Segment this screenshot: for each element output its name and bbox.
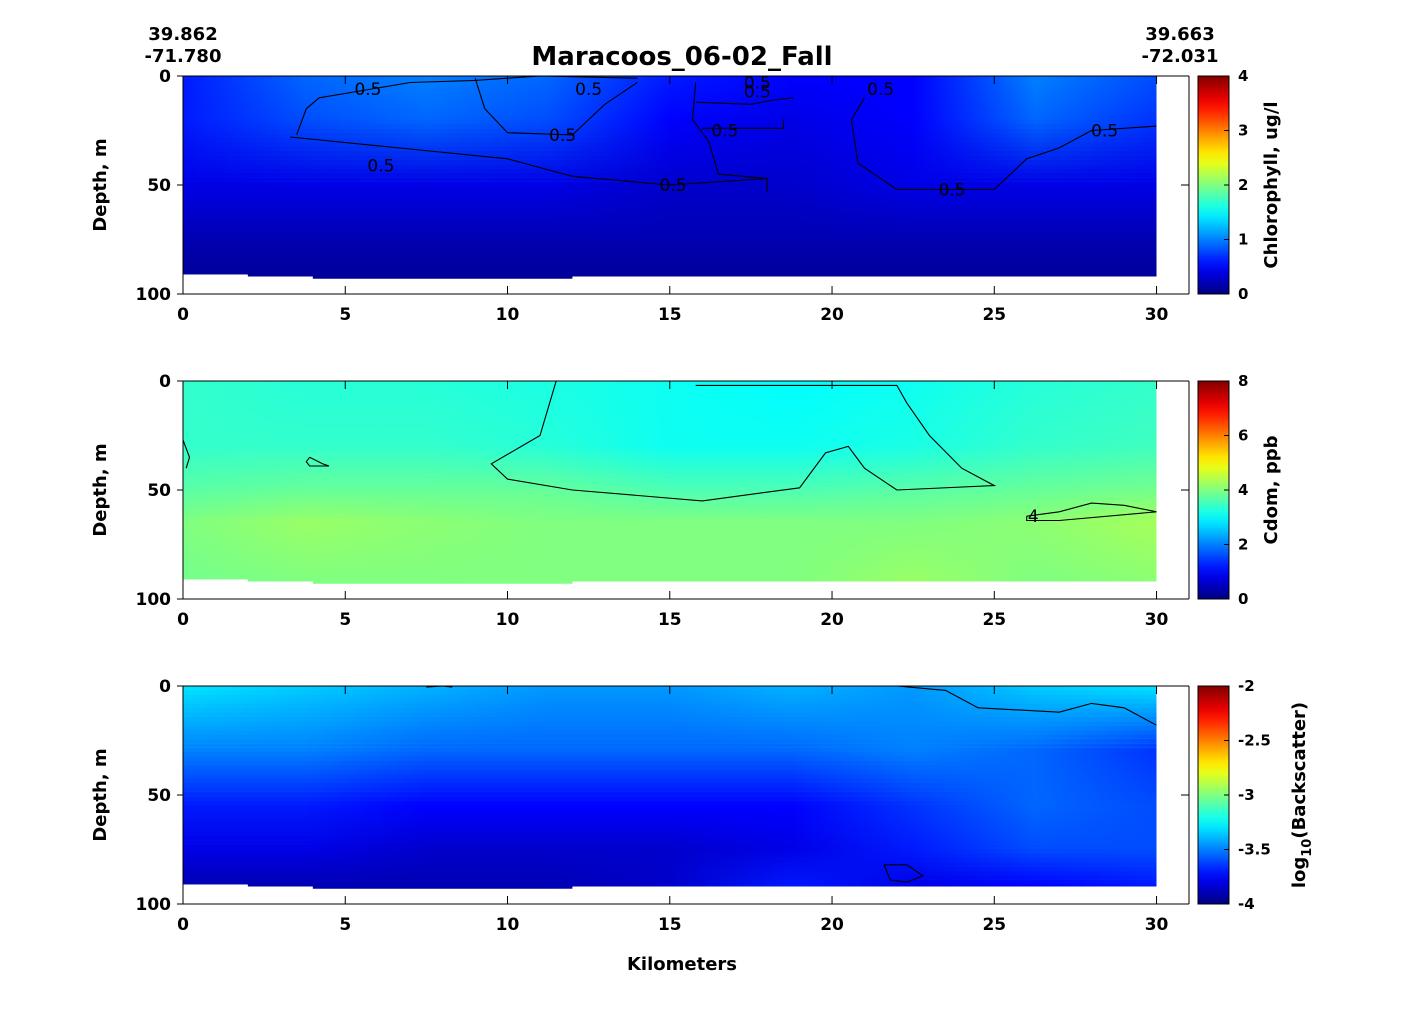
contour-label: 4	[1028, 507, 1039, 527]
colorbar	[1197, 380, 1230, 600]
cdom-field	[183, 381, 1157, 584]
end-longitude: -72.031	[1142, 46, 1219, 67]
panel-backscatter: 0 5 10 15 20 25 30 0 50 100 Depth, m -4 -3.5 -3 -2.5 -2…	[90, 677, 1315, 935]
colorbar-tick-label: 4	[1238, 481, 1248, 499]
contour-line	[490, 381, 997, 502]
start-latitude: 39.862	[148, 24, 217, 45]
colorbar-tick-label: 2	[1238, 176, 1248, 194]
x-tick-label: 25	[982, 610, 1006, 630]
contour-line	[850, 97, 1157, 190]
contour-label: 0.5	[711, 122, 738, 142]
backscatter-field	[183, 686, 1157, 889]
colorbar-tick-label: 0	[1238, 285, 1248, 303]
y-tick-label: 100	[136, 895, 172, 915]
x-tick-label: 15	[658, 915, 682, 935]
contour-line	[691, 82, 768, 192]
colorbar	[1197, 75, 1230, 295]
colorbar-tick-label: 4	[1238, 67, 1248, 85]
contour-line	[296, 76, 638, 136]
x-tick-label: 10	[496, 305, 520, 325]
x-tick-label: 5	[339, 915, 351, 935]
x-tick-label: 10	[496, 610, 520, 630]
colorbar-tick-label: -3.5	[1238, 841, 1271, 859]
contour-label: 0.5	[744, 82, 771, 102]
x-tick-label: 20	[820, 610, 844, 630]
x-tick-label: 25	[982, 305, 1006, 325]
colorbar-tick-label: 6	[1238, 427, 1248, 445]
contour-line	[695, 97, 794, 105]
x-tick-label: 30	[1145, 610, 1169, 630]
x-tick-label: 5	[339, 305, 351, 325]
colorbar-tick-label: 0	[1238, 590, 1248, 608]
contour-line	[305, 456, 330, 467]
figure-title: Maracoos_06-02_Fall	[531, 42, 832, 72]
contour-label: 0.5	[575, 80, 602, 100]
contour-line	[183, 439, 191, 469]
contour-label: 0.5	[549, 126, 576, 146]
y-tick-label: 0	[159, 372, 171, 392]
colorbar-label: Cdom, ppb	[1261, 435, 1282, 544]
panel-chlorophyll: 0.5 0.5 0.50.5 0.50.50.50.50.5 0.50.50 5 10 15 2…	[90, 67, 1282, 325]
colorbar-label: log10(Backscatter)	[1289, 702, 1315, 888]
colorbar-tick-label: -4	[1238, 895, 1255, 913]
x-tick-label: 20	[820, 915, 844, 935]
chlorophyll-field	[183, 76, 1157, 279]
contour-line	[426, 686, 453, 688]
contour-label: 0.5	[939, 180, 966, 200]
y-axis-label: Depth, m	[90, 748, 111, 841]
x-tick-label: 30	[1145, 915, 1169, 935]
end-latitude: 39.663	[1145, 24, 1214, 45]
y-tick-label: 100	[136, 285, 172, 305]
x-axis-label: Kilometers	[627, 954, 737, 975]
contour-line	[290, 136, 768, 186]
y-tick-label: 0	[159, 677, 171, 697]
x-tick-label: 10	[496, 915, 520, 935]
colorbar-tick-label: -2	[1238, 677, 1255, 695]
contour-label: 0.5	[1091, 122, 1118, 142]
contour-line	[702, 119, 784, 129]
contour-line	[474, 78, 638, 136]
colorbar-tick-label: -3	[1238, 786, 1255, 804]
contour-label: 0.5	[744, 74, 771, 94]
contour-label: 0.5	[867, 80, 894, 100]
colorbar-tick-label: 3	[1238, 122, 1248, 140]
contour-line	[896, 686, 1157, 726]
contour-line	[1026, 502, 1157, 522]
y-axis-label: Depth, m	[90, 138, 111, 231]
contour-label: 0.5	[367, 156, 394, 176]
x-tick-label: 0	[177, 305, 189, 325]
x-tick-label: 15	[658, 305, 682, 325]
x-tick-label: 0	[177, 610, 189, 630]
y-axis-label: Depth, m	[90, 443, 111, 536]
contour-label: 0.5	[659, 176, 686, 196]
contour-line	[883, 864, 925, 883]
start-longitude: -71.780	[145, 46, 222, 67]
y-tick-label: 50	[147, 481, 171, 501]
y-tick-label: 0	[159, 67, 171, 87]
colorbar-tick-label: 8	[1238, 372, 1248, 390]
colorbar-tick-label: -2.5	[1238, 732, 1271, 750]
colorbar-tick-label: 2	[1238, 536, 1248, 554]
y-tick-label: 100	[136, 590, 172, 610]
x-tick-label: 0	[177, 915, 189, 935]
y-tick-label: 50	[147, 176, 171, 196]
x-tick-label: 30	[1145, 305, 1169, 325]
x-tick-label: 25	[982, 915, 1006, 935]
y-tick-label: 50	[147, 786, 171, 806]
x-tick-label: 5	[339, 610, 351, 630]
x-tick-label: 20	[820, 305, 844, 325]
x-tick-label: 15	[658, 610, 682, 630]
contour-label: 0.5	[354, 80, 381, 100]
panel-cdom: 4 0 5 10 15 20 25 30 0 50 100 Depth, m 0 2 4 6 8 Cdom, pp…	[90, 372, 1282, 630]
panels: 0.5 0.5 0.50.5 0.50.50.50.50.5 0.50.50 5 10 15 2…	[90, 67, 1315, 935]
colorbar-label: Chlorophyll, ug/l	[1261, 101, 1282, 268]
colorbar-tick-label: 1	[1238, 231, 1248, 249]
colorbar	[1197, 685, 1230, 905]
